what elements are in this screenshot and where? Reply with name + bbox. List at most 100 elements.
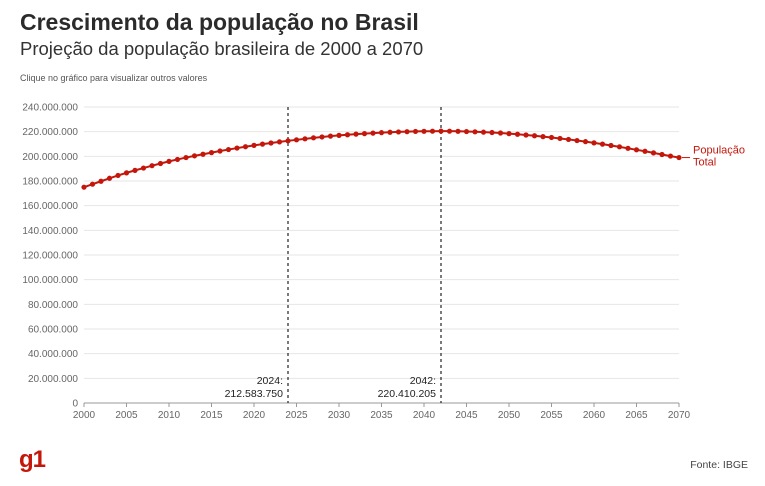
x-tick-label: 2010 xyxy=(158,410,181,421)
data-point-2012[interactable] xyxy=(183,154,189,161)
data-point-2031[interactable] xyxy=(344,132,351,138)
x-tick-label: 2040 xyxy=(413,410,436,421)
data-point-2027[interactable] xyxy=(310,135,317,141)
data-point-2036[interactable] xyxy=(387,129,393,135)
data-point-2025[interactable] xyxy=(293,137,300,143)
y-tick-label: 0 xyxy=(72,399,78,410)
data-point-2009[interactable] xyxy=(157,160,164,167)
data-point-2034[interactable] xyxy=(370,130,376,136)
data-point-2045[interactable] xyxy=(463,128,470,135)
series-label-line-1: População xyxy=(693,145,745,157)
data-point-2006[interactable] xyxy=(132,167,138,173)
g1-logo[interactable]: g1 xyxy=(19,446,46,473)
data-point-2015[interactable] xyxy=(208,150,215,156)
annotation-year-2024: 2024: xyxy=(257,375,283,387)
data-point-2007[interactable] xyxy=(140,165,147,171)
data-point-2049[interactable] xyxy=(497,130,504,136)
data-point-2047[interactable] xyxy=(480,129,487,135)
data-point-2046[interactable] xyxy=(472,129,478,135)
y-tick-label: 40.000.000 xyxy=(28,349,78,360)
data-point-2050[interactable] xyxy=(506,131,512,137)
annotation-layer: 2024:212.583.750 2042:220.410.205 xyxy=(225,107,442,403)
data-point-2033[interactable] xyxy=(361,131,368,137)
data-point-2054[interactable] xyxy=(540,134,546,140)
data-point-2039[interactable] xyxy=(412,128,419,135)
data-point-2011[interactable] xyxy=(174,156,181,163)
data-point-2000[interactable] xyxy=(81,184,87,190)
y-tick-label: 140.000.000 xyxy=(22,226,78,237)
data-point-2051[interactable] xyxy=(514,131,521,137)
y-tick-label: 60.000.000 xyxy=(28,325,78,336)
data-point-2029[interactable] xyxy=(327,133,334,139)
data-point-2026[interactable] xyxy=(302,136,308,142)
data-point-2063[interactable] xyxy=(616,144,623,150)
data-point-2062[interactable] xyxy=(608,142,614,149)
data-point-2013[interactable] xyxy=(191,153,198,159)
chart-title: Crescimento da população no Brasil xyxy=(20,9,419,35)
data-point-2002[interactable] xyxy=(98,178,104,184)
data-point-2022[interactable] xyxy=(268,140,274,146)
data-point-2035[interactable] xyxy=(378,130,385,136)
x-tick-label: 2060 xyxy=(583,410,606,421)
series-line-populacao-total[interactable] xyxy=(83,130,680,189)
y-tick-label: 200.000.000 xyxy=(22,152,78,163)
data-point-2048[interactable] xyxy=(489,129,495,136)
data-point-2008[interactable] xyxy=(149,163,155,169)
data-point-2021[interactable] xyxy=(259,141,266,147)
data-point-2070[interactable] xyxy=(676,154,682,161)
x-tick-label: 2035 xyxy=(370,410,393,421)
data-point-2056[interactable] xyxy=(557,135,563,142)
data-point-2005[interactable] xyxy=(123,170,130,176)
data-point-2059[interactable] xyxy=(582,139,589,145)
data-point-2061[interactable] xyxy=(599,141,606,147)
data-point-2042[interactable] xyxy=(438,128,444,134)
data-point-2065[interactable] xyxy=(633,147,640,153)
data-point-2040[interactable] xyxy=(421,128,427,134)
data-point-2032[interactable] xyxy=(353,131,359,137)
data-point-2058[interactable] xyxy=(574,137,580,144)
data-point-2001[interactable] xyxy=(89,181,96,187)
data-point-2044[interactable] xyxy=(455,128,461,134)
data-point-2060[interactable] xyxy=(591,140,597,146)
data-point-2043[interactable] xyxy=(446,128,453,134)
data-point-2066[interactable] xyxy=(642,148,648,154)
data-point-2064[interactable] xyxy=(625,145,631,151)
chart-subtitle: Projeção da população brasileira de 2000… xyxy=(20,38,424,59)
data-point-2017[interactable] xyxy=(225,146,232,153)
data-point-2041[interactable] xyxy=(429,128,436,134)
data-point-2052[interactable] xyxy=(523,132,529,138)
data-point-2014[interactable] xyxy=(200,151,206,157)
x-tick-label: 2020 xyxy=(243,410,266,421)
data-point-2024[interactable] xyxy=(285,138,291,144)
data-point-2053[interactable] xyxy=(531,133,538,139)
y-tick-label: 180.000.000 xyxy=(22,177,78,188)
data-point-2037[interactable] xyxy=(395,129,402,135)
data-point-2067[interactable] xyxy=(650,150,657,156)
data-point-2019[interactable] xyxy=(242,144,249,150)
data-point-2004[interactable] xyxy=(115,172,121,179)
series-layer[interactable] xyxy=(81,128,682,190)
y-tick-label: 160.000.000 xyxy=(22,201,78,212)
x-tick-label: 2030 xyxy=(328,410,351,421)
x-tick-label: 2005 xyxy=(115,410,138,421)
data-point-2057[interactable] xyxy=(565,136,572,143)
data-point-2069[interactable] xyxy=(667,153,674,159)
data-point-2016[interactable] xyxy=(217,148,223,154)
data-point-2023[interactable] xyxy=(276,139,283,145)
data-point-2020[interactable] xyxy=(251,142,257,148)
axis-layer: 0 20.000.000 40.000.000 60.000.000 80.000.00… xyxy=(22,103,690,422)
data-point-2055[interactable] xyxy=(548,134,555,141)
data-point-2038[interactable] xyxy=(404,129,410,135)
data-point-2010[interactable] xyxy=(166,158,172,164)
y-tick-label: 240.000.000 xyxy=(22,103,78,114)
data-point-2068[interactable] xyxy=(659,151,665,158)
data-point-2030[interactable] xyxy=(336,132,342,138)
x-tick-label: 2050 xyxy=(498,410,521,421)
annotation-year-2042: 2042: xyxy=(410,375,436,387)
x-tick-label: 2065 xyxy=(625,410,648,421)
data-point-2003[interactable] xyxy=(106,175,113,181)
data-point-2028[interactable] xyxy=(319,134,325,140)
annotation-value-2042: 220.410.205 xyxy=(378,388,437,400)
data-point-2018[interactable] xyxy=(234,145,240,151)
